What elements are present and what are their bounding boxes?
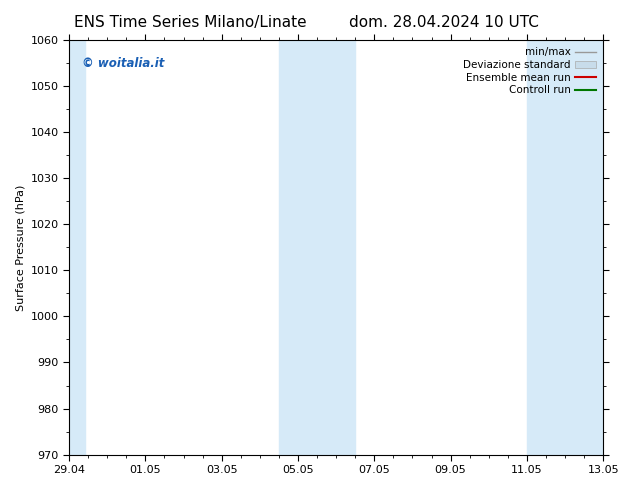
Bar [279, 40, 355, 455]
Legend: min/max, Deviazione standard, Ensemble mean run, Controll run: min/max, Deviazione standard, Ensemble m… [462, 46, 598, 98]
Text: dom. 28.04.2024 10 UTC: dom. 28.04.2024 10 UTC [349, 15, 539, 30]
Text: © woitalia.it: © woitalia.it [82, 57, 165, 70]
Text: ENS Time Series Milano/Linate: ENS Time Series Milano/Linate [74, 15, 306, 30]
Bar [527, 40, 603, 455]
Y-axis label: Surface Pressure (hPa): Surface Pressure (hPa) [15, 184, 25, 311]
Bar [69, 40, 85, 455]
